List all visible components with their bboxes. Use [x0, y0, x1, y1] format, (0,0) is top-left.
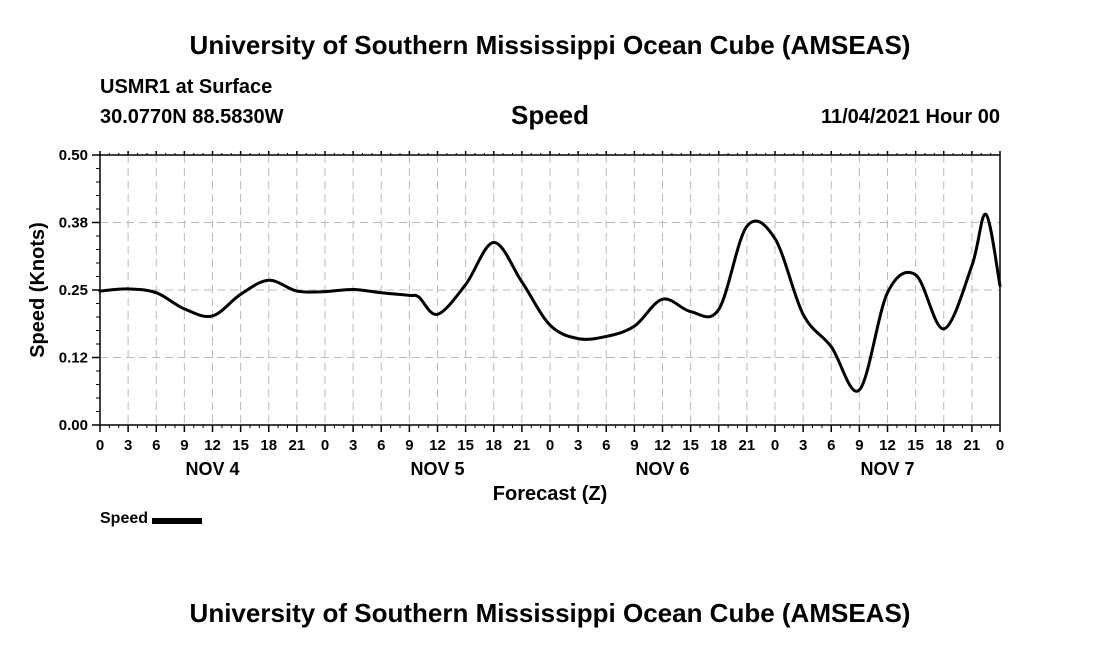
x-tick-label: 0: [96, 437, 104, 454]
x-tick-label: 15: [232, 437, 249, 454]
legend-line-swatch: [152, 518, 203, 524]
labels-layer: 0 3 6 9 12 15 18 21 0 3 6 9 12 15 18 21 0 3 6 9 12 15 18 21 0 3 6 9…: [59, 147, 1004, 479]
x-tick-label: 18: [260, 437, 277, 454]
station-label: USMR1 at Surface: [100, 76, 273, 98]
x-tick-label: 6: [152, 437, 160, 454]
x-tick-label: 9: [180, 437, 188, 454]
x-tick-label: 12: [204, 437, 221, 454]
x-tick-label: 0: [546, 437, 554, 454]
page-title: University of Southern Mississippi Ocean…: [189, 30, 911, 60]
x-tick-label: 18: [485, 437, 502, 454]
legend: Speed: [100, 510, 203, 528]
x-tick-label: 12: [654, 437, 671, 454]
ticks-layer: [92, 151, 1001, 432]
x-tick-label: 0: [996, 437, 1004, 454]
x-tick-label: 21: [289, 437, 306, 454]
legend-label: Speed: [100, 510, 149, 527]
x-tick-label: 0: [321, 437, 329, 454]
coordinates-label: 30.0770N 88.5830W: [100, 106, 284, 128]
x-tick-label: 6: [827, 437, 835, 454]
x-tick-label: 0: [771, 437, 779, 454]
day-label: NOV 6: [635, 459, 689, 479]
x-axis-label: Forecast (Z): [493, 483, 607, 505]
x-tick-label: 9: [855, 437, 863, 454]
x-tick-label: 15: [682, 437, 699, 454]
x-tick-label: 3: [574, 437, 582, 454]
y-tick-label: 0.25: [59, 282, 88, 299]
x-tick-label: 15: [907, 437, 924, 454]
x-tick-label: 18: [710, 437, 727, 454]
footer-title: University of Southern Mississippi Ocean…: [189, 598, 911, 628]
x-tick-label: 9: [630, 437, 638, 454]
x-tick-label: 21: [964, 437, 981, 454]
x-tick-label: 15: [457, 437, 474, 454]
day-label: NOV 7: [860, 459, 914, 479]
grid-layer: [100, 155, 1000, 425]
x-tick-label: 3: [799, 437, 807, 454]
x-tick-label: 3: [349, 437, 357, 454]
x-tick-label: 21: [514, 437, 531, 454]
y-tick-label: 0.12: [59, 350, 88, 367]
y-tick-label: 0.50: [59, 147, 88, 164]
x-tick-label: 6: [602, 437, 610, 454]
x-tick-label: 12: [879, 437, 896, 454]
y-axis-label: Speed (Knots): [27, 222, 49, 358]
speed-series-line: [98, 212, 1002, 393]
date-hour-label: 11/04/2021 Hour 00: [820, 106, 1000, 128]
chart-title: Speed: [510, 100, 590, 130]
x-tick-label: 18: [935, 437, 952, 454]
y-tick-label: 0.00: [59, 417, 88, 434]
x-tick-label: 9: [405, 437, 413, 454]
x-tick-label: 12: [429, 437, 446, 454]
y-tick-label: 0.38: [59, 215, 88, 232]
x-tick-label: 21: [739, 437, 756, 454]
x-tick-label: 3: [124, 437, 132, 454]
day-label: NOV 5: [410, 459, 464, 479]
x-tick-label: 6: [377, 437, 385, 454]
day-label: NOV 4: [185, 459, 239, 479]
